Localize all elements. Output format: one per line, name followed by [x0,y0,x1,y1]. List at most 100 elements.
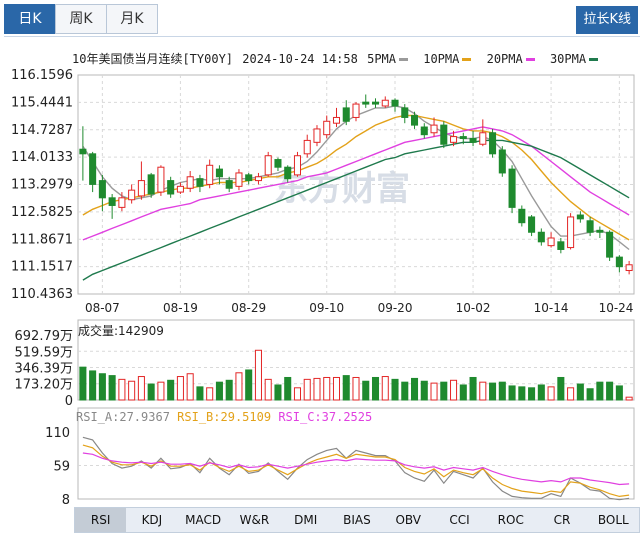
volume-bar-up [293,387,301,401]
volume-bar-up [450,379,458,401]
candle-up [176,185,184,193]
volume-bar-up [313,377,321,401]
volume-bar-down [108,375,116,401]
candle-up [313,128,321,143]
candle-down [371,101,380,105]
indicator-tab-macd[interactable]: MACD [185,513,222,527]
volume-y-tick: 0 [65,394,73,409]
rsi-y-tick: 8 [62,493,70,508]
candle-down [391,99,399,107]
volume-bar-up [332,376,341,401]
indicator-tab-roc[interactable]: ROC [497,513,524,527]
candle-down [489,132,497,155]
candle-down [274,159,282,168]
indicator-tab-rsi[interactable]: RSI [75,508,127,532]
candle-up [206,164,214,185]
indicator-tab-boll[interactable]: BOLL [597,513,629,527]
tab-underline [4,36,640,37]
rsi-line-rsi-a [82,436,630,501]
ma-legend-10: 10PMA [423,52,477,66]
volume-bar-down [518,386,526,401]
candle-down [342,107,350,122]
volume-bar-down [79,366,87,401]
volume-bar-up [206,387,214,401]
indicator-tab-bias[interactable]: BIAS [343,513,371,527]
rsi-legend: RSI_A:27.9367 RSI_B:29.5109 RSI_C:37.252… [76,410,372,424]
volume-bar-down [274,384,282,401]
candle-down [518,208,526,224]
ma-line-5pma [82,105,630,251]
ma-legend-5: 5PMA [367,52,414,66]
ma5-swatch [399,58,408,61]
candle-down [596,229,604,233]
volume-bar-down [528,387,536,401]
indicator-tab-kdj[interactable]: KDJ [141,513,163,527]
volume-bar-down [420,380,428,401]
price-y-tick: 116.1596 [11,68,73,83]
candle-down [537,231,545,243]
volume-bar-up [118,378,126,401]
volume-bar-down [89,370,97,401]
candle-down [576,214,584,220]
volume-bar-down [98,373,106,401]
volume-bar-down [371,376,380,401]
candle-down [79,148,87,155]
volume-bar-down [401,381,409,401]
indicator-tab-obv[interactable]: OBV [395,513,421,527]
volume-bar-up [186,373,194,401]
volume-bar-up [235,372,243,401]
rsi-c-value: RSI_C:37.2525 [278,410,373,424]
volume-bar-down [586,388,594,401]
candle-up [381,99,389,107]
candle-down [362,101,370,105]
candle-up [157,166,165,193]
volume-bar-up [303,378,311,401]
price-y-tick: 112.5825 [11,205,73,220]
ma-legend-30: 30PMA [550,52,604,66]
tab-monthly-k[interactable]: 月K [106,4,158,34]
candle-down [89,153,97,185]
candle-down [508,168,516,208]
tab-weekly-k[interactable]: 周K [55,4,106,34]
indicator-tab-cr[interactable]: CR [553,513,571,527]
candle-up [450,136,458,143]
candle-down [215,168,223,178]
indicator-tab-wr[interactable]: W&R [239,513,270,527]
indicator-tab-dmi[interactable]: DMI [294,513,318,527]
candle-up [186,176,194,189]
price-plot-frame [77,74,635,295]
indicator-tab-cci[interactable]: CCI [449,513,470,527]
volume-bar-up [264,378,272,401]
ma-line-10pma [82,114,630,241]
ma10-swatch [462,58,472,61]
volume-bar-down [459,384,467,401]
rsi-y-tick: 59 [53,460,70,475]
volume-bar-down [411,377,419,401]
price-y-tick: 114.0133 [11,150,73,165]
volume-bar-up [157,381,165,401]
price-y-tick: 113.2979 [11,178,73,193]
volume-bar-up [430,382,438,401]
candle-up [567,216,575,249]
volume-bar-down [557,376,565,401]
price-x-tick: 08-29 [231,301,266,315]
price-y-tick: 110.4363 [11,287,73,302]
tab-daily-k[interactable]: 日K [4,4,55,34]
price-x-tick: 10-02 [456,301,491,315]
volume-bar-down [440,381,448,401]
volume-bar-down [196,386,204,401]
volume-bar-down [215,381,223,401]
ma20-swatch [525,58,535,61]
volume-bar-up [625,396,633,401]
expand-kline-button[interactable]: 拉长K线 [576,6,638,34]
candle-up [264,155,272,176]
volume-bar-down [167,379,175,401]
candle-down [606,231,614,258]
candle-up [352,103,360,118]
price-y-tick: 111.1517 [11,260,73,275]
candle-up [118,197,126,208]
ma30-swatch [589,58,599,61]
volume-bar-up [352,376,360,401]
candle-down [557,241,565,250]
